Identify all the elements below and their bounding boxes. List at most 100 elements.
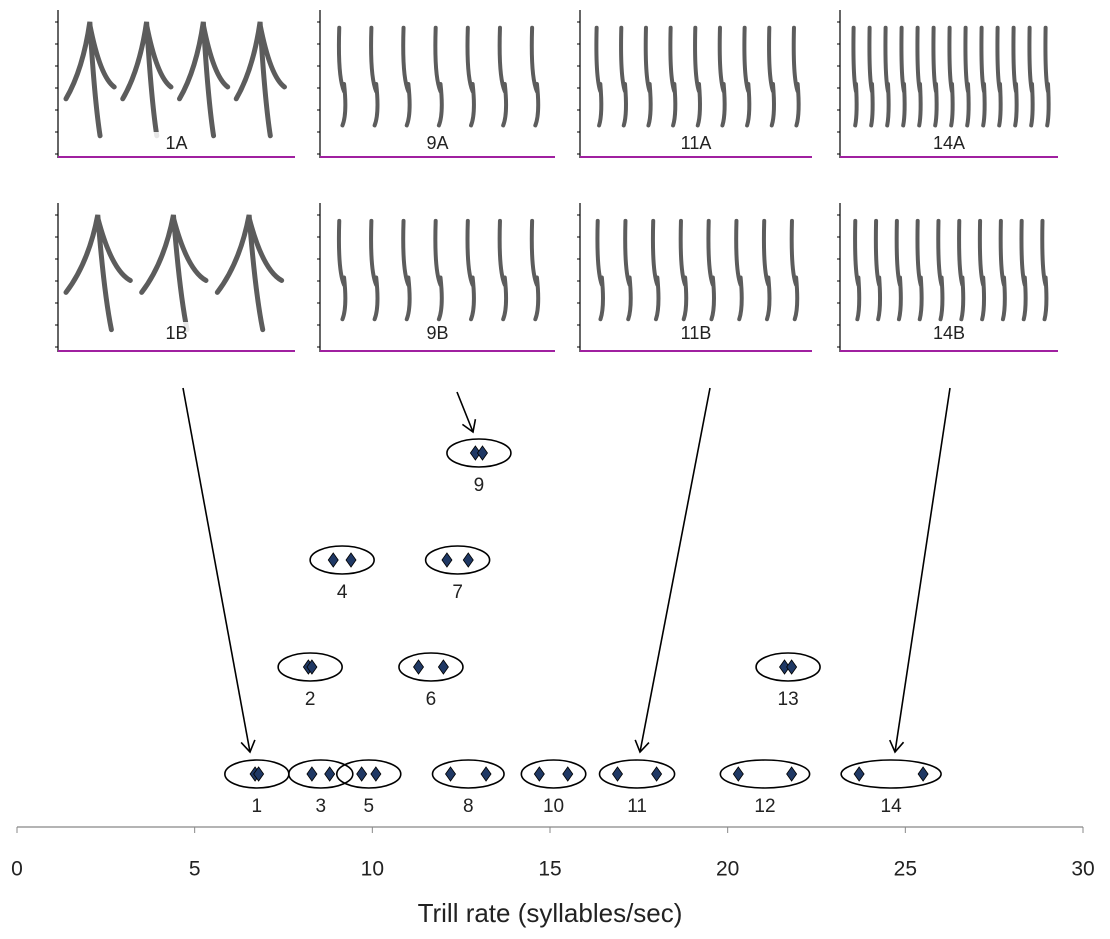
point xyxy=(732,766,744,782)
syllable xyxy=(1027,25,1035,128)
syllable xyxy=(529,218,541,322)
point xyxy=(462,552,474,568)
group-ellipse xyxy=(598,759,676,789)
syllable xyxy=(742,25,752,128)
group-label: 10 xyxy=(543,796,564,817)
spectrogram: 11A xyxy=(577,10,812,158)
group-ellipse xyxy=(755,652,821,682)
arrow xyxy=(182,387,256,754)
arrow xyxy=(634,387,711,754)
syllable xyxy=(433,25,444,128)
syllable xyxy=(1019,218,1028,322)
syllable xyxy=(1011,25,1019,128)
syllable xyxy=(915,218,924,322)
point xyxy=(441,552,453,568)
syllable xyxy=(791,25,801,128)
point xyxy=(370,766,382,782)
syllable xyxy=(63,214,133,333)
group-ellipse xyxy=(398,652,464,682)
syllable xyxy=(693,25,702,128)
syllable xyxy=(177,21,231,139)
group-label: 4 xyxy=(337,582,348,603)
point xyxy=(562,766,574,782)
point xyxy=(853,766,865,782)
syllable xyxy=(401,25,412,128)
syllable xyxy=(915,25,923,128)
point xyxy=(917,766,929,782)
point xyxy=(612,766,624,782)
syllable xyxy=(936,218,945,322)
spectrogram: 14A xyxy=(837,10,1058,158)
label-bg xyxy=(923,322,975,346)
x-tick-label: 25 xyxy=(894,858,917,881)
syllable xyxy=(789,218,800,322)
spectrogram: 9A xyxy=(317,10,555,158)
syllable xyxy=(883,25,891,128)
syllable xyxy=(979,25,987,128)
syllable xyxy=(894,218,903,322)
group-ellipse xyxy=(335,759,402,789)
group-ellipse xyxy=(309,545,375,575)
group-label: 7 xyxy=(452,582,463,603)
syllable xyxy=(668,25,678,128)
syllable xyxy=(497,25,509,128)
group-label: 3 xyxy=(316,796,327,817)
syllable xyxy=(139,214,209,333)
syllable xyxy=(120,21,174,139)
panel-label: 14A xyxy=(933,133,965,153)
group-label: 2 xyxy=(305,689,316,710)
syllable xyxy=(497,218,509,322)
spectrogram: 9B xyxy=(317,203,555,352)
group-ellipse xyxy=(288,759,354,789)
label-bg xyxy=(150,322,203,346)
syllable xyxy=(995,25,1003,128)
panel-label: 9B xyxy=(426,323,448,343)
group-label: 9 xyxy=(474,475,485,496)
syllable xyxy=(336,218,348,322)
arrow xyxy=(888,387,951,754)
panel-label: 14B xyxy=(933,323,965,343)
syllable xyxy=(947,25,955,128)
syllable xyxy=(998,218,1007,322)
syllable xyxy=(1043,25,1051,128)
syllable xyxy=(678,218,689,322)
point xyxy=(324,766,336,782)
point xyxy=(445,766,456,782)
syllable xyxy=(623,218,633,322)
syllable xyxy=(767,25,776,128)
point xyxy=(786,659,798,675)
point xyxy=(253,766,265,782)
group-ellipse xyxy=(520,759,587,789)
x-tick-label: 15 xyxy=(538,858,561,881)
syllable xyxy=(643,25,653,128)
panel-label: 1B xyxy=(165,323,187,343)
point xyxy=(480,766,492,782)
spectrogram: 11B xyxy=(577,203,812,352)
point xyxy=(437,659,449,675)
syllable xyxy=(963,25,971,128)
syllable xyxy=(465,218,476,322)
point xyxy=(306,766,318,782)
x-tick-label: 0 xyxy=(11,858,23,881)
label-bg xyxy=(670,322,722,346)
x-tick-label: 30 xyxy=(1071,858,1094,881)
panel-label: 11B xyxy=(681,323,712,343)
syllable xyxy=(761,218,772,322)
point xyxy=(413,659,425,675)
point xyxy=(476,445,488,461)
syllable xyxy=(594,25,604,128)
syllable xyxy=(1040,218,1049,322)
group-label: 5 xyxy=(363,796,374,817)
point xyxy=(306,659,318,675)
syllable xyxy=(619,25,628,128)
group-ellipse xyxy=(840,759,942,789)
panel-label: 1A xyxy=(165,133,187,153)
label-bg xyxy=(670,132,722,156)
group-label: 12 xyxy=(754,796,775,817)
group-ellipse xyxy=(277,652,343,682)
arrow xyxy=(456,391,477,434)
group-label: 8 xyxy=(463,796,474,817)
syllable xyxy=(957,218,966,322)
syllable xyxy=(233,21,287,139)
panel-label: 9A xyxy=(426,133,448,153)
